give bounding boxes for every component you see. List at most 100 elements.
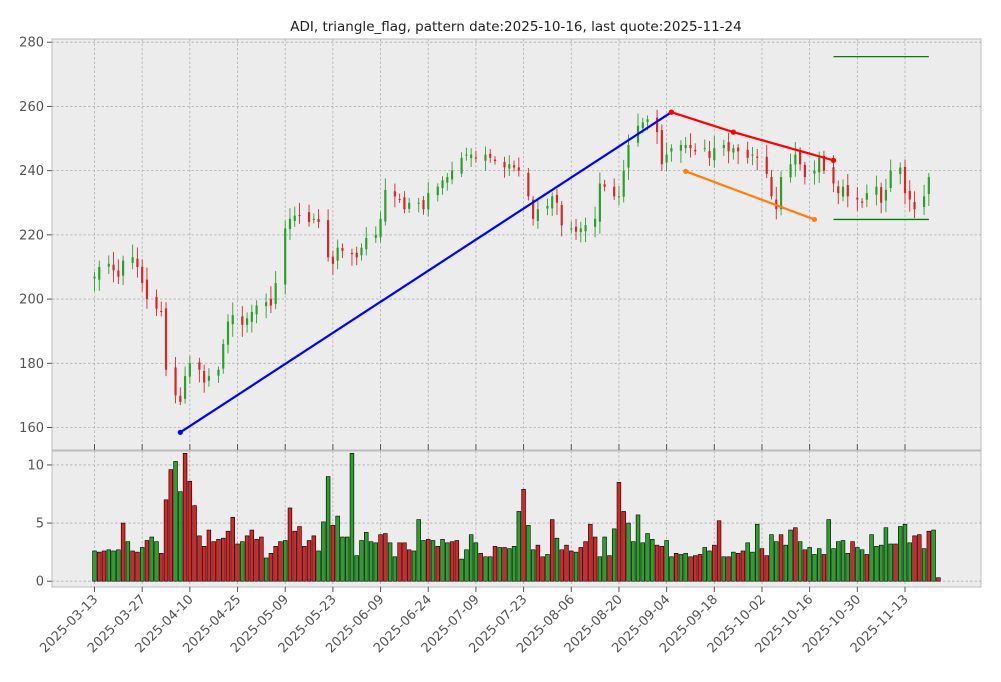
- candle-body: [203, 370, 206, 383]
- volume-bar: [535, 544, 541, 582]
- candle-body: [107, 263, 110, 267]
- volume-bar: [468, 534, 474, 582]
- volume-bar: [106, 549, 112, 582]
- candle-body: [727, 142, 730, 152]
- candle-body: [350, 252, 354, 255]
- volume-bar: [683, 552, 688, 582]
- candle-body: [512, 165, 516, 168]
- volume-bar: [635, 514, 641, 582]
- volume-bar: [273, 546, 278, 582]
- candle-body: [670, 148, 673, 152]
- volume-bar: [92, 550, 97, 582]
- trendline-point: [177, 429, 183, 435]
- volume-bar: [302, 546, 307, 582]
- chart-title: ADI, triangle_flag, pattern date:2025-10…: [290, 19, 741, 35]
- candle-body: [756, 156, 759, 158]
- volume-bar: [330, 525, 336, 582]
- grid-layer: [52, 39, 981, 587]
- candle-body: [536, 209, 539, 222]
- candle-body: [360, 247, 363, 256]
- volume-bar: [116, 549, 121, 582]
- candle-body: [927, 177, 930, 195]
- candle-body: [427, 193, 430, 210]
- volume-bar: [716, 520, 722, 582]
- candle-body: [584, 225, 587, 232]
- candle-body: [613, 186, 616, 197]
- candle-body: [365, 238, 368, 250]
- candle-body: [408, 202, 411, 209]
- volume-bar: [421, 540, 426, 582]
- volume-bar: [321, 521, 326, 582]
- volume-bar: [168, 469, 173, 582]
- volume-bar: [335, 515, 340, 582]
- volume-bar: [411, 550, 417, 582]
- volume-bar: [287, 507, 293, 582]
- candle-body: [803, 164, 806, 178]
- candle-body: [112, 264, 115, 271]
- volume-bar: [664, 540, 669, 582]
- candle-body: [93, 276, 96, 279]
- volume-bar: [402, 542, 407, 582]
- candle-body: [164, 308, 168, 370]
- candle-body: [570, 228, 573, 230]
- volume-bar: [573, 551, 579, 582]
- volume-bar: [602, 536, 607, 582]
- volume-bar: [740, 550, 746, 582]
- volume-bar: [826, 519, 831, 582]
- volume-bar: [240, 541, 245, 582]
- volume-bar: [111, 550, 116, 582]
- candle-body: [732, 148, 735, 153]
- candle-body: [379, 218, 382, 238]
- volume-bar: [364, 532, 369, 582]
- candle-body: [641, 122, 644, 129]
- candle-body: [269, 298, 273, 306]
- candle-body: [398, 199, 401, 201]
- volume-bar: [607, 555, 612, 582]
- volume-bar: [864, 554, 870, 582]
- candle-body: [660, 130, 663, 165]
- candle-body: [489, 153, 492, 158]
- volume-bar: [340, 536, 345, 582]
- candle-body: [470, 154, 473, 159]
- volume-bar: [855, 547, 860, 582]
- candle-body: [450, 170, 454, 180]
- candle-body: [880, 187, 883, 203]
- candle-body: [860, 201, 864, 203]
- volume-bar: [793, 527, 798, 582]
- candle-body: [884, 189, 888, 201]
- candle-body: [579, 228, 582, 233]
- volume-bar: [645, 533, 650, 582]
- volume-bar: [507, 548, 512, 582]
- volume-bar: [931, 529, 936, 582]
- volume-bar: [583, 541, 588, 582]
- lower-line-point: [811, 216, 818, 223]
- candle-body: [517, 167, 520, 171]
- volume-bar: [893, 543, 898, 582]
- volume-bar: [392, 556, 398, 582]
- candle-body: [913, 202, 916, 210]
- volume-bar: [206, 529, 212, 582]
- candle-body: [508, 164, 511, 169]
- volume-bar: [201, 546, 207, 582]
- volume-bar: [511, 546, 517, 582]
- candle-body: [436, 186, 439, 196]
- candle-body: [393, 191, 396, 197]
- volume-bar: [611, 528, 617, 582]
- volume-bar: [159, 552, 164, 582]
- candle-body: [460, 157, 463, 174]
- candle-body: [188, 363, 191, 377]
- candle-body: [922, 196, 926, 208]
- volume-bar: [492, 546, 498, 582]
- candle-body: [145, 279, 149, 300]
- candle-body: [217, 369, 220, 376]
- volume-bar: [840, 540, 846, 582]
- volume-bar: [545, 554, 550, 582]
- candle-body: [293, 215, 296, 221]
- volume-bar: [197, 535, 202, 582]
- volume-bar: [907, 542, 912, 582]
- candle-body: [737, 147, 740, 152]
- volume-bar: [187, 480, 193, 582]
- volume-bar: [244, 535, 250, 582]
- candle-body: [822, 155, 826, 171]
- candle-body: [288, 218, 292, 230]
